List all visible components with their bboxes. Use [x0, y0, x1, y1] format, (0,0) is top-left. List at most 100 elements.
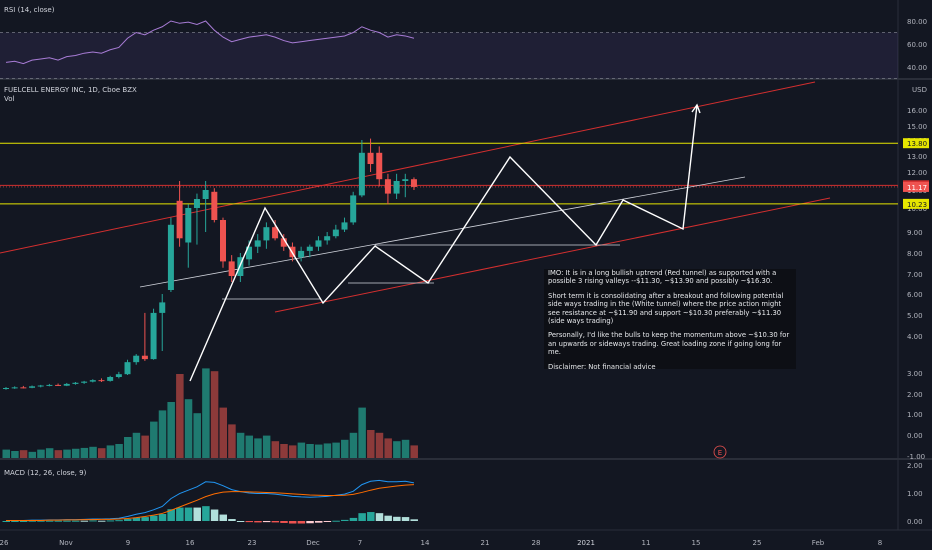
price-level-tag-label: 11.17 — [907, 184, 927, 192]
candle-body — [324, 236, 331, 241]
macd-histogram-bar — [176, 507, 184, 521]
currency-label: USD — [912, 86, 927, 94]
price-tick-label: 6.00 — [907, 291, 923, 299]
volume-bar — [306, 444, 314, 458]
volume-bar — [11, 451, 19, 458]
macd-histogram-bar — [141, 517, 149, 521]
red-channel-lower — [274, 197, 831, 313]
time-axis-label: 8 — [878, 539, 882, 547]
volume-bar — [158, 410, 167, 458]
price-tick-label: 0.00 — [907, 432, 923, 440]
macd-histogram-bar — [54, 520, 63, 522]
time-axis-label: 2021 — [577, 539, 595, 547]
candle-body — [141, 355, 148, 360]
price-level-tag — [903, 198, 929, 209]
time-axis-label: Nov — [59, 539, 73, 547]
macd-histogram-bar — [106, 520, 115, 522]
volume-bar — [28, 451, 37, 458]
time-axis-label: 23 — [248, 539, 257, 547]
time-axis-label: 21 — [481, 539, 490, 547]
macd-histogram-bar — [358, 513, 366, 521]
macd-histogram-bar — [262, 521, 271, 523]
candle-body — [367, 152, 374, 164]
price-tick-label: 15.00 — [907, 123, 927, 131]
macd-histogram-bar — [288, 521, 297, 524]
macd-histogram-bar — [349, 517, 358, 521]
macd-histogram-bar — [71, 520, 80, 522]
macd-histogram-bar — [306, 521, 314, 524]
macd-histogram-bar — [28, 520, 37, 522]
macd-histogram-bar — [19, 521, 28, 522]
candle-body — [410, 179, 417, 187]
candle-body — [384, 179, 391, 194]
price-level-tag-label: 10.23 — [907, 201, 927, 209]
volume-bar — [184, 399, 193, 458]
macd-histogram-bar — [80, 520, 89, 522]
macd-tick-label: 1.00 — [907, 490, 923, 498]
volume-bar — [124, 437, 132, 458]
earnings-marker — [713, 445, 727, 459]
earnings-marker-label: E — [718, 449, 722, 457]
time-axis-label: 25 — [753, 539, 762, 547]
candle-body — [280, 238, 287, 247]
volume-bar — [97, 448, 106, 458]
macd-histogram-bar — [89, 520, 97, 522]
candle-body — [246, 246, 253, 260]
volume-bar — [271, 441, 280, 458]
macd-histogram-bar — [332, 520, 340, 522]
volume-bar — [89, 446, 97, 458]
macd-histogram-bar — [401, 517, 410, 521]
candle-body — [150, 312, 157, 360]
volume-bar — [80, 447, 89, 458]
macd-label: MACD (12, 26, close, 9) — [4, 469, 87, 477]
time-axis-label: 14 — [421, 539, 430, 547]
candle-body — [350, 195, 357, 223]
candle-body — [46, 384, 53, 386]
annotation-paragraph-3: Personally, I'd like the bulls to keep t… — [548, 331, 790, 357]
macd-histogram-bar — [167, 509, 175, 521]
time-axis-label: 11 — [642, 539, 651, 547]
volume-bar — [176, 374, 184, 458]
candle-body — [55, 384, 62, 386]
candle-body — [81, 381, 88, 383]
macd-histogram-bar — [228, 519, 236, 521]
rsi-tick-label: 60.00 — [907, 41, 927, 49]
macd-histogram-bar — [393, 516, 401, 521]
volume-bar — [332, 442, 340, 458]
volume-bar — [393, 441, 401, 458]
volume-bar — [132, 432, 141, 458]
volume-bar — [54, 450, 63, 458]
candle-body — [176, 200, 183, 239]
time-axis-label: 16 — [186, 539, 195, 547]
red-channel-upper — [0, 81, 816, 254]
macd-histogram-bar — [280, 521, 288, 523]
candle-body — [11, 387, 18, 389]
macd-line — [6, 479, 415, 521]
price-level-tag — [903, 181, 929, 192]
rsi-tick-label: 40.00 — [907, 64, 927, 72]
volume-bar — [63, 449, 71, 458]
macd-histogram-bar — [367, 512, 375, 521]
zigzag-path — [189, 104, 698, 382]
price-tick-label: -1.00 — [907, 453, 925, 461]
candle-body — [254, 240, 261, 247]
candle-body — [124, 362, 131, 375]
candle-body — [89, 380, 96, 382]
time-axis-label: 7 — [358, 539, 362, 547]
volume-bar — [384, 438, 392, 458]
candle-body — [63, 383, 70, 386]
candle-body — [133, 355, 140, 363]
price-tick-label: 8.00 — [907, 250, 923, 258]
macd-histogram-bar — [97, 520, 106, 522]
volume-bar — [45, 448, 54, 458]
candle-body — [263, 227, 270, 241]
price-tick-label: 12.00 — [907, 169, 927, 177]
volume-bar — [210, 371, 219, 458]
candle-body — [220, 220, 226, 262]
volume-bar — [167, 402, 175, 458]
rsi-tick-label: 80.00 — [907, 18, 927, 26]
price-tick-label: 2.00 — [907, 391, 923, 399]
volume-bar — [228, 424, 236, 458]
candle-body — [341, 222, 348, 230]
